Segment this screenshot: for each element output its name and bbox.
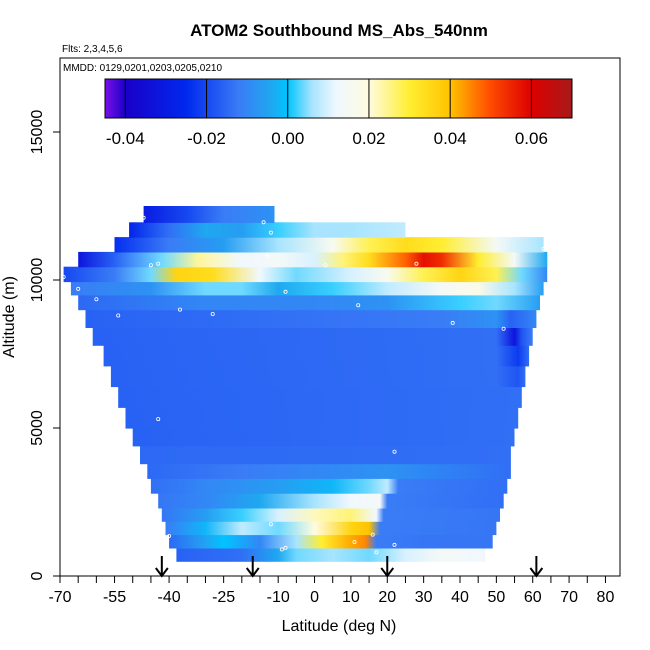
heatmap-band [176, 547, 486, 562]
heatmap-band [118, 386, 522, 408]
heatmap-band [169, 534, 493, 549]
sample-point [283, 545, 288, 550]
colorbar-tick-label: 0.04 [434, 129, 467, 148]
x-tick-label: 60 [524, 589, 542, 606]
heatmap-layer [63, 206, 548, 562]
x-axis-label: Latitude (deg N) [282, 618, 397, 635]
heatmap-band [143, 206, 275, 223]
x-tick-label: -10 [267, 589, 290, 606]
x-tick-label: -70 [48, 589, 71, 606]
sample-point [148, 263, 153, 268]
heatmap-band [125, 407, 519, 429]
sample-point [352, 540, 357, 545]
axes: -70 -55 -40 -25 -10 0 10 20 30 40 50 60 70 80 0 5000 100… [29, 110, 614, 606]
colorbar-tick-label: 0.00 [271, 129, 304, 148]
sample-point [65, 309, 70, 314]
colorbar: -0.04 -0.02 0.00 0.02 0.04 0.06 [104, 78, 573, 148]
colorbar-gradient [104, 78, 573, 119]
sample-point [265, 252, 270, 257]
colorbar-tick-label: 0.06 [515, 129, 548, 148]
heatmap-band [85, 309, 537, 328]
y-tick-label: 10000 [29, 258, 46, 303]
sample-point [76, 286, 81, 291]
x-tick-label: -55 [103, 589, 126, 606]
sample-point [156, 417, 161, 422]
sample-point [90, 359, 95, 364]
heatmap-band [78, 251, 548, 268]
sample-point [323, 263, 328, 268]
sample-point [392, 542, 397, 547]
sample-point [141, 215, 146, 220]
flight-arrow [155, 556, 169, 578]
sample-point [61, 274, 66, 279]
sample-point [283, 289, 288, 294]
heatmap-band [150, 478, 508, 494]
colorbar-tick-label: 0.02 [352, 129, 385, 148]
sample-point [527, 504, 532, 509]
flight-arrow [529, 556, 544, 578]
sample-point [501, 326, 506, 331]
dates-note: MMDD: 0129,0201,0203,0205,0210 [63, 63, 222, 74]
sample-point [177, 307, 182, 312]
heatmap-band [110, 365, 526, 388]
x-tick-label: 70 [560, 589, 578, 606]
heatmap-band [140, 445, 511, 465]
x-tick-label: 30 [415, 589, 433, 606]
heatmap-band [70, 281, 544, 296]
heatmap-band [165, 521, 497, 536]
heatmap-band [114, 237, 544, 253]
heatmap-band [158, 493, 504, 509]
sample-point [156, 261, 161, 266]
y-tick-label: 5000 [29, 410, 46, 446]
x-tick-label: 10 [342, 589, 360, 606]
sample-point [268, 230, 273, 235]
heatmap-band [63, 266, 548, 283]
x-tick-label: 50 [487, 589, 505, 606]
x-tick-label: -25 [212, 589, 235, 606]
heatmap-band [132, 428, 515, 447]
sample-point [414, 261, 419, 266]
x-tick-label: 80 [597, 589, 615, 606]
sample-point [279, 547, 284, 552]
sample-points [61, 215, 546, 555]
sample-point [268, 522, 273, 527]
sample-point [374, 550, 379, 555]
sample-point [116, 313, 121, 318]
y-tick-label: 15000 [29, 110, 46, 155]
y-tick-label: 0 [29, 571, 46, 580]
heatmap-band [147, 463, 511, 479]
x-tick-label: 0 [310, 589, 319, 606]
flights-note: Flts: 2,3,4,5,6 [62, 44, 123, 55]
chart-title: ATOM2 Southbound MS_Abs_540nm [190, 21, 488, 40]
colorbar-tick-label: -0.04 [106, 129, 145, 148]
heatmap-band [92, 327, 533, 346]
plot-frame [59, 57, 621, 577]
y-axis-label: Altitude (m) [1, 276, 18, 358]
x-tick-label: -40 [158, 589, 181, 606]
sample-point [392, 449, 397, 454]
sample-point [370, 532, 375, 537]
heatmap-band [78, 294, 540, 311]
heatmap-band [161, 507, 501, 522]
sample-point [94, 297, 99, 302]
sample-point [450, 320, 455, 325]
sample-point [210, 311, 215, 316]
heatmap-band [129, 222, 406, 238]
sample-point [261, 220, 266, 225]
sample-point [167, 534, 172, 539]
sample-point [541, 246, 546, 251]
colorbar-tick-label: -0.02 [187, 129, 226, 148]
x-tick-label: 20 [378, 589, 396, 606]
heatmap-band [103, 345, 530, 367]
x-tick-label: 40 [451, 589, 469, 606]
sample-point [356, 303, 361, 308]
